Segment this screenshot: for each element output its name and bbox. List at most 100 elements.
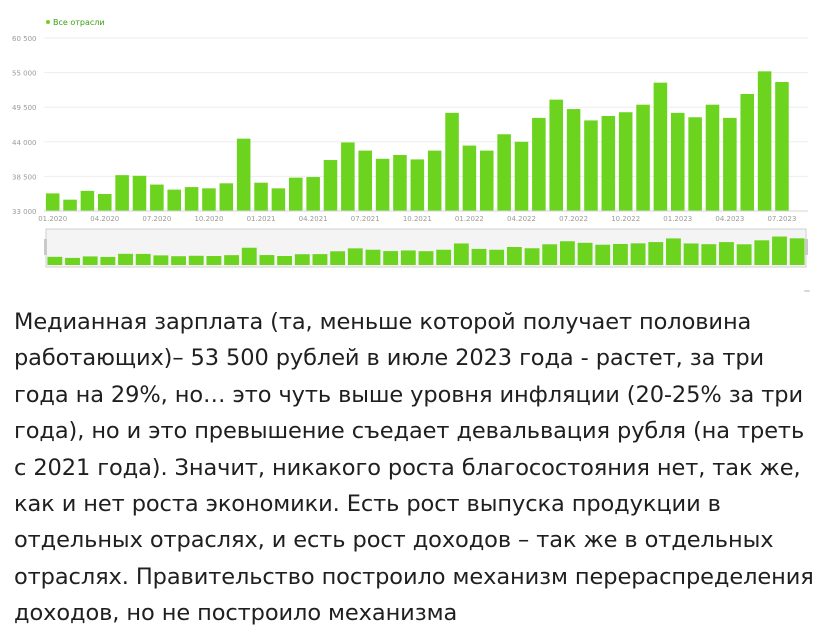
bar bbox=[323, 160, 338, 211]
x-tick-label: 01.2021 bbox=[247, 215, 276, 223]
bar bbox=[445, 112, 459, 211]
bar bbox=[566, 109, 581, 211]
navigator-bar bbox=[188, 255, 204, 265]
chart-svg: 33 000 38 500 44 000 49 500 55 000 60 500 Все … bbox=[12, 18, 808, 268]
bar bbox=[775, 82, 789, 211]
navigator-bar bbox=[171, 256, 186, 265]
bar bbox=[254, 182, 268, 211]
navigator-bar bbox=[383, 251, 399, 265]
x-tick-label: 10.2022 bbox=[611, 215, 640, 223]
bar bbox=[480, 150, 494, 211]
navigator-bar bbox=[577, 242, 593, 265]
navigator-bar bbox=[471, 248, 487, 265]
y-tick-label: 38 500 bbox=[12, 173, 37, 181]
navigator-bar bbox=[206, 256, 222, 265]
bar bbox=[427, 150, 442, 211]
bar bbox=[80, 190, 95, 211]
bar bbox=[341, 142, 355, 211]
y-tick-label: 55 000 bbox=[12, 70, 37, 78]
bar bbox=[236, 138, 251, 211]
navigator-bar bbox=[259, 255, 275, 265]
bar bbox=[184, 187, 199, 211]
x-tick-label: 07.2021 bbox=[351, 215, 380, 223]
bar bbox=[98, 194, 112, 211]
bar bbox=[410, 159, 425, 211]
navigator-bar bbox=[506, 247, 522, 265]
x-tick-label: 07.2022 bbox=[559, 215, 588, 223]
bar bbox=[63, 199, 77, 211]
salary-chart: 33 000 38 500 44 000 49 500 55 000 60 500 Все … bbox=[0, 0, 824, 280]
navigator-bar bbox=[630, 243, 646, 265]
navigator-bar bbox=[365, 249, 381, 265]
navigator-bar bbox=[436, 249, 452, 265]
post-text: Медианная зарплата (та, меньше которой п… bbox=[14, 309, 814, 627]
x-tick-label: 04.2022 bbox=[507, 215, 536, 223]
navigator-bar bbox=[294, 254, 310, 265]
navigator-bar bbox=[648, 242, 664, 265]
bar bbox=[584, 120, 598, 211]
bar bbox=[45, 193, 60, 211]
navigator-bar bbox=[82, 256, 98, 265]
x-tick-label: 04.2021 bbox=[299, 215, 328, 223]
x-tick-label: 01.2023 bbox=[663, 215, 692, 223]
navigator-bar bbox=[400, 250, 416, 265]
bar bbox=[740, 93, 754, 211]
navigator-bar bbox=[754, 240, 770, 265]
navigator-bar bbox=[153, 255, 169, 265]
navigator-bar bbox=[719, 242, 734, 265]
y-tick-label: 49 500 bbox=[12, 104, 37, 112]
navigator-bar bbox=[683, 243, 699, 265]
bar bbox=[132, 175, 147, 211]
navigator-bar bbox=[701, 244, 717, 265]
x-tick-label: 04.2023 bbox=[715, 215, 744, 223]
navigator-bar bbox=[100, 256, 116, 265]
navigator-bar bbox=[241, 247, 257, 265]
bar bbox=[497, 134, 511, 211]
navigator-bar bbox=[277, 256, 293, 265]
x-tick-label: 04.2020 bbox=[90, 215, 119, 223]
bar bbox=[618, 112, 633, 211]
navigator-bar bbox=[47, 256, 63, 265]
bar bbox=[671, 112, 685, 211]
bar bbox=[532, 117, 546, 211]
navigator-bar bbox=[542, 244, 558, 265]
bar bbox=[601, 116, 616, 211]
navigator-bar bbox=[612, 243, 628, 265]
bar bbox=[549, 99, 563, 211]
navigator-bar bbox=[789, 238, 805, 265]
bar bbox=[115, 175, 129, 211]
bar bbox=[514, 141, 529, 211]
scroll-indicator[interactable] bbox=[804, 290, 810, 292]
bar bbox=[167, 189, 181, 211]
bar bbox=[306, 177, 320, 211]
bar bbox=[219, 183, 234, 211]
bar bbox=[757, 71, 772, 211]
navigator-bar bbox=[347, 248, 363, 265]
navigator-bar bbox=[666, 238, 681, 265]
y-tick-label: 60 500 bbox=[12, 35, 37, 43]
bar bbox=[289, 177, 303, 211]
bar bbox=[723, 117, 737, 211]
navigator-bar bbox=[118, 253, 133, 265]
bar bbox=[150, 184, 164, 211]
navigator-bar bbox=[453, 243, 469, 265]
navigator-bar bbox=[135, 253, 151, 265]
x-tick-label: 10.2021 bbox=[403, 215, 432, 223]
navigator-bar bbox=[489, 249, 505, 265]
navigator-bar bbox=[330, 251, 346, 265]
navigator-handle-right bbox=[805, 239, 808, 255]
bar bbox=[705, 104, 720, 211]
bar bbox=[688, 117, 702, 211]
bar bbox=[358, 150, 372, 211]
navigator-bar bbox=[736, 244, 752, 265]
legend-marker bbox=[46, 20, 50, 24]
bar bbox=[636, 104, 650, 211]
navigator-bar bbox=[418, 251, 434, 265]
x-tick-label: 01.2020 bbox=[38, 215, 67, 223]
navigator-bar bbox=[595, 244, 611, 265]
navigator-bar bbox=[224, 255, 240, 265]
navigator-bar bbox=[559, 241, 575, 265]
bar bbox=[393, 155, 407, 211]
x-tick-label: 10.2020 bbox=[194, 215, 223, 223]
navigator-bar bbox=[524, 248, 540, 265]
